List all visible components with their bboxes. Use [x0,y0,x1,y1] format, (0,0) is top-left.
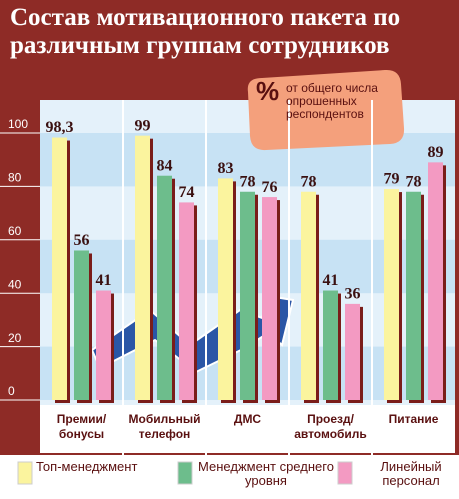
y-tick-label: 80 [8,171,22,185]
bar [323,290,338,400]
x-tick-label: ДМС [233,412,262,426]
y-tick-label: 20 [8,331,22,345]
bar [406,191,421,400]
legend-label: Менеджмент среднего уровня [198,459,334,488]
value-label: 84 [157,157,173,174]
y-tick-label: 0 [8,384,15,398]
value-label: 89 [428,144,444,161]
value-label: 76 [262,179,278,196]
chart-title: Состав мотивационного пакета по различны… [10,4,401,59]
x-tick-label: Проезд/ автомобиль [294,412,367,441]
bar [262,197,277,400]
bar [96,290,111,400]
value-label: 83 [218,160,234,177]
bar [179,202,194,400]
legend-swatch [337,461,353,485]
value-label: 74 [179,184,195,201]
y-tick-label: 100 [8,117,28,131]
y-tick-label: 60 [8,224,22,238]
bar [135,135,150,401]
legend-swatch [17,461,33,485]
callout [247,69,405,151]
x-tick-label: Питание [388,412,439,426]
bar [218,178,233,400]
bar [345,303,360,400]
value-label: 36 [345,286,361,303]
value-label: 41 [323,272,339,289]
bar [428,162,443,400]
y-tick-label: 40 [8,277,22,291]
annotation: от общего числа опрошенных респондентов [286,81,378,121]
value-label: 41 [96,272,112,289]
value-label: 78 [301,173,317,190]
legend-label: Линейный персонал [380,459,442,488]
x-tick-label: Мобильный телефон [128,412,201,441]
bar [301,191,316,400]
legend-bg [0,455,459,499]
value-label: 79 [384,171,400,188]
bar [157,175,172,400]
bar [74,250,89,400]
value-label: 56 [74,232,90,249]
bar [240,191,255,400]
category-strip [40,405,455,453]
value-label: 98,3 [46,119,74,136]
x-tick-label: Премии/ бонусы [56,412,107,441]
bar [384,189,399,400]
value-label: 78 [406,173,422,190]
legend-swatch [177,461,193,485]
value-label: 99 [135,117,151,134]
value-label: 78 [240,173,256,190]
legend-label: Топ-менеджмент [36,459,138,474]
bar [52,137,67,400]
annotation-symbol: % [256,76,280,106]
